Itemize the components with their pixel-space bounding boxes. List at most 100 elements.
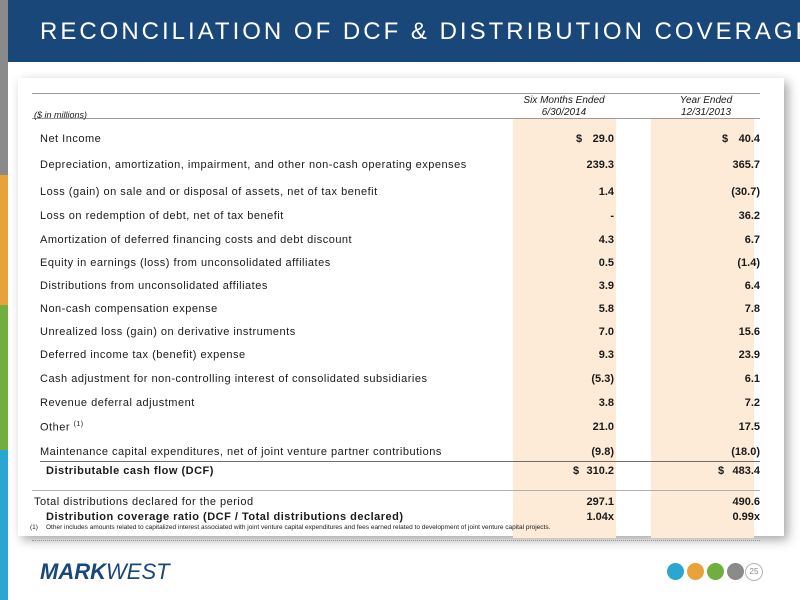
value-year: 0.99x <box>732 511 760 523</box>
table-row: Amortization of deferred financing costs… <box>0 231 800 251</box>
table-row: Depreciation, amortization, impairment, … <box>0 156 800 176</box>
value-six-months: (5.3) <box>591 373 614 385</box>
footnote-number: (1) <box>30 524 38 531</box>
row-label: Revenue deferral adjustment <box>40 397 195 409</box>
value-year: 6.7 <box>744 234 760 246</box>
value-year: 23.9 <box>738 349 760 361</box>
currency-symbol: $ <box>573 465 580 477</box>
value-six-months: 5.8 <box>598 303 614 315</box>
column-header-line: Year Ended <box>679 95 733 106</box>
table-row: Distributions from unconsolidated affili… <box>0 277 800 297</box>
leaf-icon <box>707 563 724 580</box>
value-year: 365.7 <box>732 159 760 171</box>
table-row: Equity in earnings (loss) from unconsoli… <box>0 254 800 274</box>
value-year: 483.4 <box>732 465 760 477</box>
row-label: Total distributions declared for the per… <box>34 496 254 508</box>
footnote-text: Other includes amounts related to capita… <box>46 524 551 531</box>
value-year: 17.5 <box>738 421 760 433</box>
table-row: Net Income $ $29.0 40.4 <box>0 130 800 150</box>
table-row-dcf: Distributable cash flow (DCF) $ 310.2 $ … <box>0 462 800 482</box>
value-year: 15.6 <box>738 326 760 338</box>
table-row: Loss on redemption of debt, net of tax b… <box>0 207 800 227</box>
page-number: 25 <box>745 563 763 581</box>
row-label: Distributions from unconsolidated affili… <box>40 280 268 292</box>
value-six-months: 9.3 <box>598 349 614 361</box>
footer-divider <box>32 540 760 541</box>
logo-text-light: WEST <box>106 559 170 584</box>
value-year: (1.4) <box>737 257 760 269</box>
currency-symbol: $ <box>722 133 729 145</box>
table-row-total: Total distributions declared for the per… <box>0 493 800 513</box>
row-label: Distribution coverage ratio (DCF / Total… <box>46 511 404 523</box>
row-label: Cash adjustment for non-controlling inte… <box>40 373 428 385</box>
left-color-bar <box>0 0 8 600</box>
value-year: (30.7) <box>731 186 760 198</box>
row-label: Unrealized loss (gain) on derivative ins… <box>40 326 296 338</box>
table-row: Other (1) 21.0 17.5 <box>0 418 800 438</box>
page-title: RECONCILIATION OF DCF & DISTRIBUTION COV… <box>40 18 800 45</box>
table-row: Deferred income tax (benefit) expense 9.3… <box>0 346 800 366</box>
gas-icon <box>667 563 684 580</box>
value-year: 7.2 <box>744 397 760 409</box>
value-six-months: 21.0 <box>592 421 614 433</box>
row-label: Loss (gain) on sale and or disposal of a… <box>40 186 378 198</box>
row-label: Depreciation, amortization, impairment, … <box>40 159 467 171</box>
value-six-months: 310.2 <box>586 465 614 477</box>
dcf-top-rule <box>40 461 760 462</box>
row-label: Distributable cash flow (DCF) <box>46 465 214 477</box>
value-year: 7.8 <box>744 303 760 315</box>
table-row: Loss (gain) on sale and or disposal of a… <box>0 183 800 203</box>
footnote-marker: (1) <box>73 421 84 428</box>
table-row: Non-cash compensation expense 5.8 7.8 <box>0 300 800 320</box>
value-year: 40.4 <box>738 133 760 145</box>
value-six-months: 239.3 <box>586 159 614 171</box>
table-row: Unrealized loss (gain) on derivative ins… <box>0 323 800 343</box>
value-six-months: 1.04x <box>586 511 614 523</box>
logo-text-bold: MARK <box>40 559 106 584</box>
row-label: Net Income <box>40 133 102 145</box>
value-year: (18.0) <box>731 446 760 458</box>
value-year: 6.1 <box>744 373 760 385</box>
value-six-months: 3.9 <box>598 280 614 292</box>
table-row: Cash adjustment for non-controlling inte… <box>0 370 800 390</box>
column-header-year: Year Ended 12/31/2013 <box>636 95 776 119</box>
value-year: 490.6 <box>732 496 760 508</box>
row-label: Equity in earnings (loss) from unconsoli… <box>40 257 331 269</box>
row-label: Non-cash compensation expense <box>40 303 218 315</box>
markwest-logo: MARKWEST <box>40 559 170 585</box>
value-six-months: 297.1 <box>586 496 614 508</box>
row-label: Other (1) <box>40 421 84 434</box>
value-six-months: 1.4 <box>598 186 614 198</box>
table-row: Revenue deferral adjustment 3.8 7.2 <box>0 394 800 414</box>
region-icon <box>727 563 744 580</box>
header-banner: RECONCILIATION OF DCF & DISTRIBUTION COV… <box>8 0 800 62</box>
column-header-six-months: Six Months Ended 6/30/2014 <box>494 95 634 119</box>
row-label: Loss on redemption of debt, net of tax b… <box>40 210 284 222</box>
value-six-months: 4.3 <box>598 234 614 246</box>
table-row-ratio: Distribution coverage ratio (DCF / Total… <box>0 508 800 528</box>
value-year: 6.4 <box>744 280 760 292</box>
column-header-line: 6/30/2014 <box>541 107 587 118</box>
currency-symbol: $ <box>576 133 583 145</box>
value-six-months: 3.8 <box>598 397 614 409</box>
units-label: ($ in millions) <box>34 110 88 120</box>
flame-icon <box>687 563 704 580</box>
table-row: Maintenance capital expenditures, net of… <box>0 443 800 463</box>
value-six-months: 7.0 <box>598 326 614 338</box>
value-six-months: - <box>610 210 614 222</box>
row-label: Maintenance capital expenditures, net of… <box>40 446 442 458</box>
value-six-months: 0.5 <box>598 257 614 269</box>
column-header-line: 12/31/2013 <box>680 107 732 118</box>
row-label: Deferred income tax (benefit) expense <box>40 349 246 361</box>
table-top-rule <box>32 93 760 94</box>
column-highlight-six-months <box>513 118 616 538</box>
value-year: 36.2 <box>738 210 760 222</box>
row-label: Amortization of deferred financing costs… <box>40 234 353 246</box>
total-top-rule <box>32 490 760 491</box>
value-six-months: 29.0 <box>592 133 614 145</box>
column-header-line: Six Months Ended <box>523 95 605 106</box>
value-six-months: (9.8) <box>591 446 614 458</box>
column-highlight-year <box>651 118 754 538</box>
table-header-rule <box>32 118 760 119</box>
currency-symbol: $ <box>718 465 725 477</box>
